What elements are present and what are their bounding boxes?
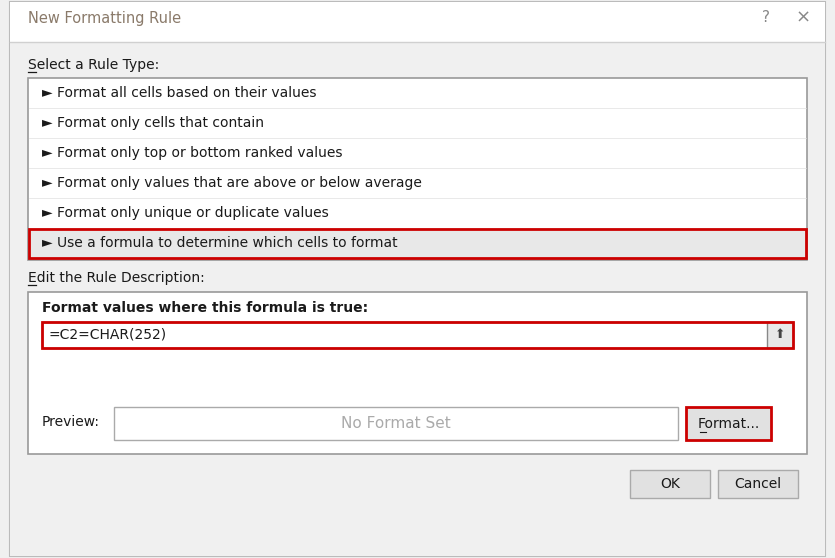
Text: ► Format only unique or duplicate values: ► Format only unique or duplicate values bbox=[42, 206, 329, 220]
Bar bbox=[767, 322, 793, 348]
Bar bbox=[29, 229, 806, 258]
Bar bbox=[630, 470, 710, 498]
Text: ×: × bbox=[796, 9, 811, 27]
Text: ► Format only cells that contain: ► Format only cells that contain bbox=[42, 116, 264, 130]
Text: Preview:: Preview: bbox=[42, 415, 100, 429]
Text: =C2=CHAR(252): =C2=CHAR(252) bbox=[48, 328, 166, 342]
Bar bbox=[29, 229, 806, 258]
Text: ► Format only top or bottom ranked values: ► Format only top or bottom ranked value… bbox=[42, 146, 342, 160]
Bar bbox=[28, 78, 807, 260]
Bar bbox=[718, 470, 798, 498]
Bar bbox=[10, 2, 825, 42]
Text: Format values where this formula is true:: Format values where this formula is true… bbox=[42, 301, 368, 315]
Bar bbox=[29, 139, 806, 168]
Text: New Formatting Rule: New Formatting Rule bbox=[28, 11, 181, 26]
Text: ⬆: ⬆ bbox=[775, 329, 785, 341]
Text: Cancel: Cancel bbox=[735, 477, 782, 491]
Bar bbox=[42, 322, 793, 348]
Bar bbox=[29, 169, 806, 198]
Bar bbox=[28, 292, 807, 454]
Bar bbox=[29, 199, 806, 228]
Text: No Format Set: No Format Set bbox=[342, 416, 451, 431]
Bar bbox=[686, 407, 771, 440]
Bar bbox=[114, 407, 678, 440]
Text: OK: OK bbox=[660, 477, 680, 491]
Text: ?: ? bbox=[762, 11, 770, 26]
Text: Edit the Rule Description:: Edit the Rule Description: bbox=[28, 271, 205, 285]
Text: ► Format all cells based on their values: ► Format all cells based on their values bbox=[42, 86, 316, 100]
Bar bbox=[42, 322, 793, 348]
Bar bbox=[29, 79, 806, 108]
Text: Select a Rule Type:: Select a Rule Type: bbox=[28, 58, 159, 72]
Bar bbox=[29, 109, 806, 138]
Text: ► Format only values that are above or below average: ► Format only values that are above or b… bbox=[42, 176, 422, 190]
Text: Format...: Format... bbox=[697, 416, 760, 431]
Text: ► Use a formula to determine which cells to format: ► Use a formula to determine which cells… bbox=[42, 236, 397, 250]
